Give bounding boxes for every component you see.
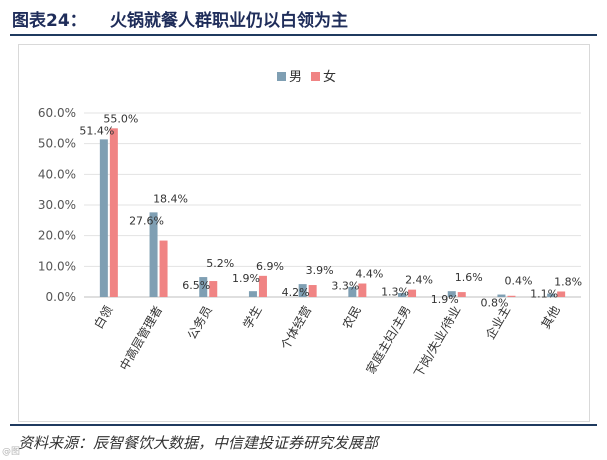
bar (557, 291, 566, 297)
y-tick-label: 50.0% (38, 137, 76, 151)
header-divider (10, 34, 597, 36)
data-label: 18.4% (153, 192, 188, 205)
bar-chart: 0.0% 10.0% 20.0% 30.0% 40.0% 50.0% 60.0% 男 女 51.4… (38, 69, 582, 380)
bar (209, 281, 218, 297)
bar (507, 295, 516, 297)
x-tick-label: 其他 (539, 304, 563, 332)
source-divider (10, 424, 597, 426)
y-tick-label: 10.0% (38, 259, 76, 273)
legend-swatch (277, 72, 286, 81)
chart-frame: 0.0% 10.0% 20.0% 30.0% 40.0% 50.0% 60.0% 男 女 51.4… (18, 44, 590, 422)
y-tick-label: 20.0% (38, 229, 76, 243)
data-label: 6.9% (256, 260, 284, 273)
x-tick-label: 个体经营 (278, 304, 314, 353)
data-label: 3.3% (331, 280, 359, 293)
bar (497, 294, 506, 297)
data-label: 3.9% (306, 264, 334, 277)
y-tick-label: 60.0% (38, 106, 76, 120)
data-label: 1.9% (232, 272, 260, 285)
bar (358, 283, 367, 297)
bar (447, 291, 456, 297)
x-tick-label: 中高层管理者 (116, 303, 165, 373)
data-label: 2.4% (405, 274, 433, 287)
data-label: 1.9% (431, 293, 459, 306)
data-label: 51.4% (79, 124, 114, 137)
data-label: 55.0% (103, 112, 138, 125)
bar (99, 139, 108, 297)
data-label: 4.4% (355, 268, 383, 281)
legend-label: 女 (323, 69, 336, 85)
x-tick-label: 公务员 (184, 303, 215, 342)
bar (298, 284, 307, 297)
data-label: 1.6% (455, 271, 483, 284)
bar (398, 293, 407, 297)
bar (547, 293, 556, 297)
x-tick-label: 下岗/失业/待业 (410, 303, 463, 380)
data-label: 1.3% (381, 286, 409, 299)
data-label: 6.5% (182, 279, 210, 292)
y-tick-label: 40.0% (38, 167, 76, 181)
watermark: @图 (2, 447, 21, 457)
bar (308, 285, 317, 297)
data-label: 1.1% (530, 287, 558, 300)
x-tick-label: 家庭主妇/主男 (363, 303, 414, 376)
bar (457, 292, 466, 297)
data-label: 1.8% (554, 275, 582, 288)
figure-header: 图表24： 火锅就餐人群职业仍以白领为主 (0, 0, 607, 36)
legend-label: 男 (289, 70, 302, 85)
data-label: 0.4% (504, 275, 532, 288)
x-tick-label: 白领 (90, 303, 115, 331)
bar (408, 289, 417, 297)
y-tick-label: 30.0% (38, 198, 76, 212)
legend-swatch (311, 72, 320, 81)
bar (258, 275, 267, 297)
source-note: 资料来源：辰智餐饮大数据，中信建投证券研究发展部 (18, 434, 379, 452)
bar (248, 291, 257, 297)
x-tick-label: 农民 (340, 304, 364, 332)
bar (159, 240, 168, 297)
bar (109, 128, 118, 297)
bar (348, 286, 357, 297)
figure-title: 火锅就餐人群职业仍以白领为主 (110, 11, 348, 31)
data-label: 5.2% (206, 257, 234, 270)
data-label: 27.6% (129, 214, 164, 227)
data-label: 0.8% (480, 297, 508, 310)
bar (149, 212, 158, 297)
x-tick-label: 学生 (240, 303, 265, 331)
data-label: 4.2% (282, 286, 310, 299)
bar (199, 277, 208, 297)
figure-label: 图表24： (12, 11, 87, 31)
y-tick-label: 0.0% (46, 290, 77, 304)
